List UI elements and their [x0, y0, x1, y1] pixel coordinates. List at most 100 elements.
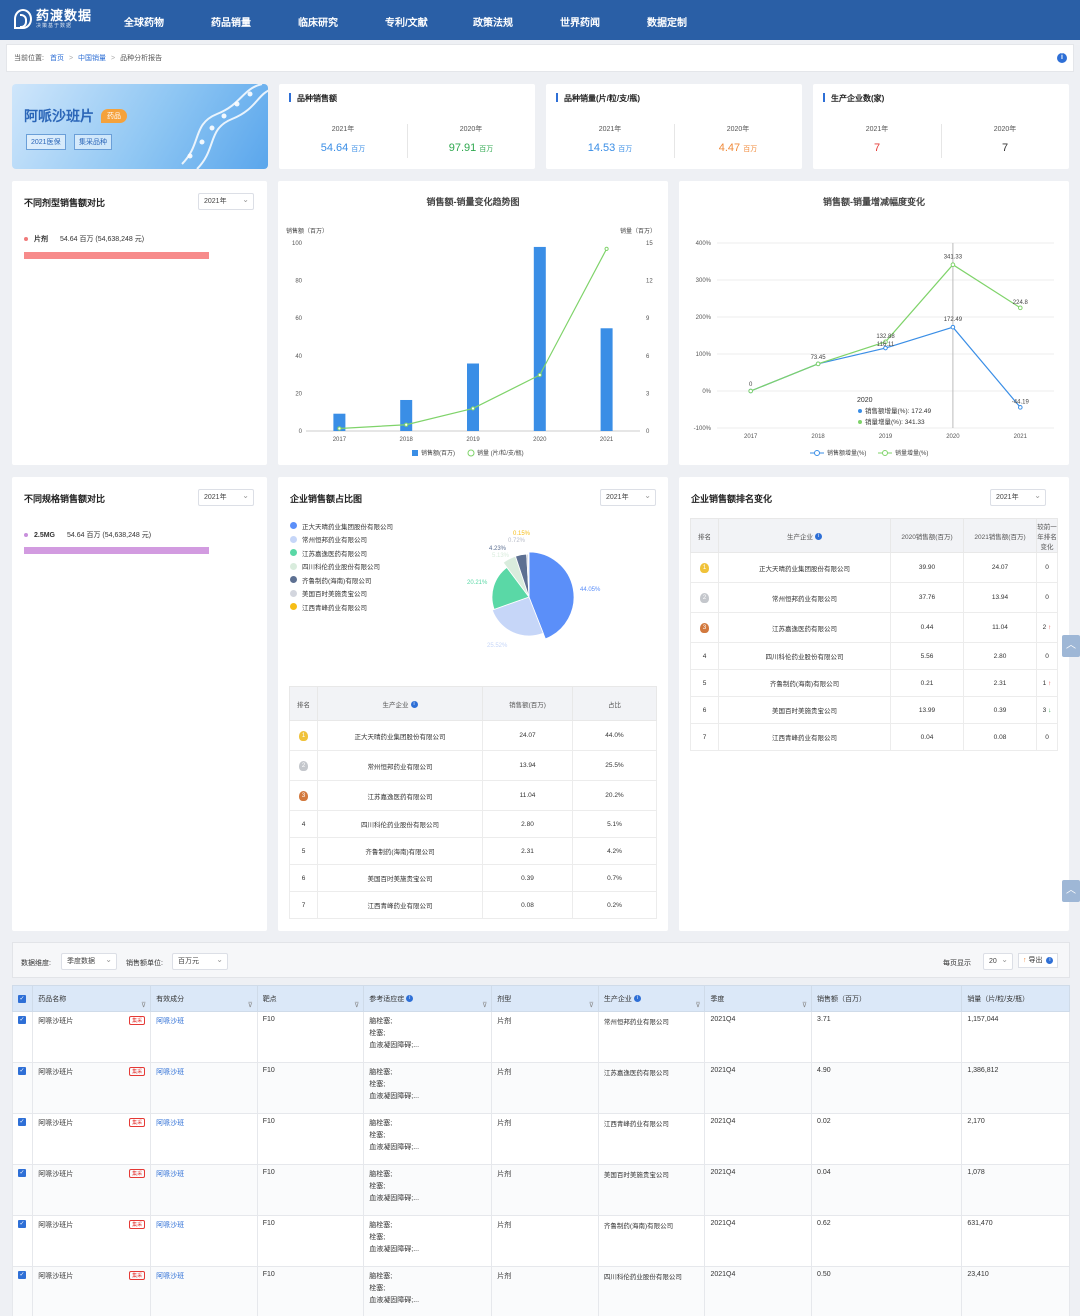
col-manufacturer[interactable]: 生产企业 i ⊽	[597, 985, 706, 1012]
point-series-1-2019[interactable]	[883, 339, 888, 345]
nav-policy[interactable]: 政策法规	[473, 18, 513, 29]
point-volume-2020[interactable]	[537, 372, 542, 378]
pie-legend-item[interactable]: 四川科伦药业股份有限公司	[290, 560, 460, 574]
bar-sales-2019[interactable]	[467, 363, 479, 431]
drug-name-cell[interactable]: 阿哌沙班片 集采	[32, 1266, 152, 1316]
ingredient-link[interactable]: 阿哌沙班	[150, 1164, 258, 1216]
info-icon[interactable]: i	[633, 995, 641, 1003]
year-select[interactable]: 2021年	[600, 488, 656, 506]
table-row[interactable]: 4 四川科伦药业股份有限公司 2.80 5.1%	[289, 810, 657, 838]
table-row[interactable]: 7 江西青峰药业有限公司 0.08 0.2%	[289, 891, 657, 919]
table-row[interactable]: ✓ 阿哌沙班片 集采 阿哌沙班 F10 脑栓塞; 栓塞; 血液凝固障碍;... 片剂 …	[12, 1164, 1070, 1216]
point-series-0-2020[interactable]	[950, 324, 956, 330]
filter-icon[interactable]: ⊽	[482, 1002, 488, 1009]
drug-name-cell[interactable]: 阿哌沙班片 集采	[32, 1164, 152, 1216]
logo[interactable]: 药渡数据 决策基于数据	[14, 9, 92, 29]
legend-series-0[interactable]: 销售额增量(%)	[827, 449, 866, 457]
table-row[interactable]: 3 江苏嘉逸医药有限公司 0.44 11.04 2 ↑	[690, 612, 1058, 643]
ingredient-link[interactable]: 阿哌沙班	[150, 1011, 258, 1063]
select-all-checkbox[interactable]: ✓	[12, 985, 34, 1012]
col-quarter[interactable]: 季度 ⊽	[704, 985, 813, 1012]
table-row[interactable]: 4 四川科伦药业股份有限公司 5.56 2.80 0	[690, 642, 1058, 670]
table-row[interactable]: 5 齐鲁制药(海南)有限公司 0.21 2.31 1 ↑	[690, 669, 1058, 697]
col-dosage-form[interactable]: 剂型 ⊽	[491, 985, 599, 1012]
breadcrumb-china-sales[interactable]: 中国销量	[78, 55, 107, 62]
filter-icon[interactable]: ⊽	[695, 1002, 701, 1009]
info-icon[interactable]: i	[1046, 956, 1054, 964]
info-icon[interactable]: i	[815, 533, 822, 541]
legend-series-1[interactable]: 销量增量(%)	[895, 449, 928, 457]
filter-icon[interactable]: ⊽	[801, 1002, 808, 1009]
table-row[interactable]: 3 江苏嘉逸医药有限公司 11.04 20.2%	[289, 780, 657, 811]
row-checkbox[interactable]: ✓	[12, 1011, 34, 1063]
table-row[interactable]: 7 江西青峰药业有限公司 0.04 0.08 0	[690, 723, 1058, 751]
nav-drug-sales[interactable]: 药品销量	[211, 18, 251, 29]
unit-select[interactable]: 百万元	[172, 952, 228, 970]
table-row[interactable]: 2 常州恒邦药业有限公司 13.94 25.5%	[289, 750, 657, 781]
point-series-1-2021[interactable]	[1018, 305, 1023, 311]
nav-world-news[interactable]: 世界药闻	[560, 18, 600, 29]
row-checkbox[interactable]: ✓	[12, 1164, 34, 1216]
page-size-select[interactable]: 20	[983, 952, 1013, 970]
nav-clinical[interactable]: 临床研究	[298, 18, 338, 29]
pie-slice-2[interactable]	[491, 566, 530, 610]
point-series-1-2017[interactable]	[748, 388, 753, 394]
col-target[interactable]: 靶点 ⊽	[256, 985, 365, 1012]
table-row[interactable]: ✓ 阿哌沙班片 集采 阿哌沙班 F10 脑栓塞; 栓塞; 血液凝固障碍;... 片剂 …	[12, 1113, 1070, 1165]
col-ingredient[interactable]: 有效成分 ⊽	[150, 985, 258, 1012]
bar-sales-2018[interactable]	[400, 399, 413, 431]
row-checkbox[interactable]: ✓	[12, 1062, 34, 1114]
legend-sales[interactable]: 销售额(百万)	[421, 449, 455, 457]
legend-volume[interactable]: 销量 (片/粒/支/瓶)	[477, 449, 524, 457]
scroll-up-button[interactable]: ︿	[1062, 635, 1080, 657]
drug-name-cell[interactable]: 阿哌沙班片 集采	[32, 1011, 152, 1063]
point-series-0-2019[interactable]	[883, 345, 888, 351]
ingredient-link[interactable]: 阿哌沙班	[150, 1266, 258, 1316]
drug-name-cell[interactable]: 阿哌沙班片 集采	[32, 1062, 152, 1114]
col-volume[interactable]: 销量（片/粒/支/瓶）	[961, 985, 1070, 1012]
filter-icon[interactable]: ⊽	[247, 1002, 253, 1009]
point-series-1-2020[interactable]	[950, 262, 956, 268]
drug-name-cell[interactable]: 阿哌沙班片 集采	[32, 1113, 152, 1165]
table-row[interactable]: ✓ 阿哌沙班片 集采 阿哌沙班 F10 脑栓塞; 栓塞; 血液凝固障碍;... 片剂 …	[12, 1011, 1070, 1063]
pie-legend-item[interactable]: 美国百时美施贵宝公司	[290, 587, 460, 601]
year-select[interactable]: 2021年	[990, 488, 1046, 506]
nav-patents[interactable]: 专利/文献	[385, 18, 428, 29]
pie-legend-item[interactable]: 江苏嘉逸医药有限公司	[290, 546, 460, 560]
table-row[interactable]: ✓ 阿哌沙班片 集采 阿哌沙班 F10 脑栓塞; 栓塞; 血液凝固障碍;... 片剂 …	[12, 1215, 1070, 1267]
point-series-0-2021[interactable]	[1018, 405, 1023, 410]
col-drug-name[interactable]: 药品名称 ⊽	[32, 985, 152, 1012]
nav-custom-data[interactable]: 数据定制	[647, 18, 687, 29]
row-checkbox[interactable]: ✓	[12, 1215, 34, 1267]
table-row[interactable]: 5 齐鲁制药(海南)有限公司 2.31 4.2%	[289, 837, 657, 865]
table-row[interactable]: 6 美国百时美施贵宝公司 0.39 0.7%	[289, 864, 657, 892]
year-select[interactable]: 2021年	[198, 192, 254, 210]
dimension-select[interactable]: 季度数据	[61, 952, 117, 970]
nav-global-drugs[interactable]: 全球药物	[124, 18, 164, 29]
point-series-1-2018[interactable]	[815, 361, 821, 367]
table-row[interactable]: 2 常州恒邦药业有限公司 37.76 13.94 0	[690, 582, 1058, 613]
col-sales[interactable]: 销售额（百万）	[811, 985, 963, 1012]
export-button[interactable]: ↑ 导出 i	[1018, 953, 1059, 968]
back-to-top-button[interactable]: ︿	[1062, 880, 1080, 902]
table-row[interactable]: 1 正大天晴药业集团股份有限公司 24.07 44.0%	[289, 720, 657, 751]
filter-icon[interactable]: ⊽	[354, 1002, 360, 1009]
point-volume-2018[interactable]	[404, 422, 409, 427]
pie-legend-item[interactable]: 江西青峰药业有限公司	[290, 600, 460, 614]
year-select[interactable]: 2021年	[198, 488, 254, 506]
pie-legend-item[interactable]: 正大天晴药业集团股份有限公司	[290, 519, 460, 533]
point-volume-2021[interactable]	[604, 246, 609, 251]
table-row[interactable]: ✓ 阿哌沙班片 集采 阿哌沙班 F10 脑栓塞; 栓塞; 血液凝固障碍;... 片剂 …	[12, 1062, 1070, 1114]
ingredient-link[interactable]: 阿哌沙班	[150, 1215, 258, 1267]
info-icon[interactable]: i	[406, 995, 414, 1003]
pie-slice-0[interactable]	[528, 551, 575, 640]
info-icon[interactable]: i	[1057, 53, 1067, 63]
bar-sales-2020[interactable]	[533, 246, 546, 431]
row-checkbox[interactable]: ✓	[12, 1266, 34, 1316]
bar-sales-2017[interactable]	[333, 413, 346, 431]
filter-icon[interactable]: ⊽	[588, 1002, 594, 1009]
row-checkbox[interactable]: ✓	[12, 1113, 34, 1165]
pie-legend-item[interactable]: 常州恒邦药业有限公司	[290, 533, 460, 547]
pie-legend-item[interactable]: 齐鲁制药(海南)有限公司	[290, 573, 460, 587]
point-volume-2019[interactable]	[470, 406, 476, 411]
